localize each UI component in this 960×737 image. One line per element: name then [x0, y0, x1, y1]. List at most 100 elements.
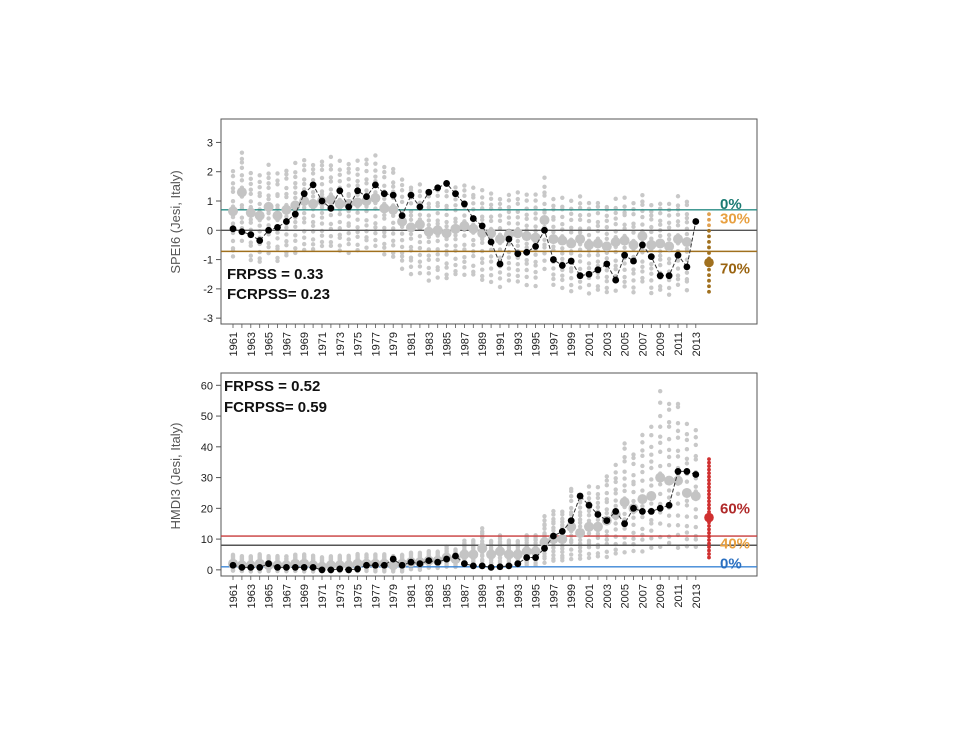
- spei6-member-dot: [497, 196, 503, 202]
- spei6-member-dot: [266, 162, 271, 167]
- spei6-observed-dot: [550, 256, 557, 263]
- spei6-member-dot: [542, 201, 547, 207]
- spei6-member-dot: [426, 205, 431, 210]
- hmdi3-ensemble-mean-dot: [521, 546, 532, 557]
- hmdi3-member-dot: [480, 538, 485, 544]
- spei6-member-dot: [310, 171, 316, 176]
- spei6-member-dot: [631, 267, 636, 272]
- spei6-member-dot: [328, 167, 334, 172]
- spei6-member-dot: [302, 220, 307, 225]
- hmdi3-member-dot: [631, 455, 636, 461]
- spei6-member-dot: [346, 221, 351, 226]
- spei6-member-dot: [230, 189, 236, 194]
- spei6-member-dot: [373, 161, 378, 166]
- spei6-member-dot: [399, 231, 405, 236]
- spei6-member-dot: [640, 275, 645, 281]
- spei6-member-dot: [631, 278, 636, 283]
- spei6-member-dot: [684, 231, 690, 237]
- spei6-x-tick-label: 1973: [335, 332, 347, 356]
- spei6-member-dot: [426, 278, 431, 283]
- hmdi3-member-dot: [693, 484, 698, 489]
- hmdi3-member-dot: [542, 551, 547, 556]
- hmdi3-member-dot: [551, 556, 556, 561]
- spei6-member-dot: [471, 253, 476, 259]
- hmdi3-ensemble-mean-dot: [584, 521, 594, 532]
- hmdi3-observed-dot: [478, 562, 486, 570]
- spei6-member-dot: [266, 244, 271, 250]
- spei6-member-dot: [364, 161, 369, 167]
- spei6-member-dot: [586, 282, 592, 288]
- spei6-member-dot: [542, 258, 547, 263]
- spei6-member-dot: [649, 290, 654, 296]
- spei6-member-dot: [533, 228, 538, 234]
- spei6-member-dot: [613, 258, 618, 263]
- hmdi3-observed-dot: [256, 563, 264, 571]
- hmdi3-x-tick-label: 2011: [673, 584, 685, 608]
- spei6-member-dot: [319, 215, 325, 220]
- spei6-member-dot: [293, 170, 298, 175]
- hmdi3-member-dot: [666, 424, 672, 429]
- spei6-member-dot: [542, 175, 547, 180]
- spei6-member-dot: [275, 182, 280, 187]
- hmdi3-member-dot: [666, 495, 672, 500]
- spei6-member-dot: [613, 263, 618, 268]
- hmdi3-member-dot: [622, 441, 627, 446]
- spei6-member-dot: [631, 290, 636, 295]
- spei6-member-dot: [640, 199, 645, 204]
- spei6-observed-dot: [452, 190, 459, 198]
- spei6-member-dot: [497, 201, 503, 207]
- hmdi3-y-tick-label: 20: [201, 503, 213, 515]
- spei6-forecast-member-dot: [707, 267, 711, 272]
- hmdi3-member-dot: [684, 479, 690, 484]
- spei6-member-dot: [444, 224, 449, 229]
- hmdi3-x-axis: 1961 1963 1965 1967 1969 1971 1973 1975 1977 1979…: [228, 576, 703, 608]
- spei6-member-dot: [346, 230, 351, 236]
- spei6-member-dot: [577, 213, 583, 218]
- spei6-probability-label: 30%: [720, 211, 750, 228]
- spei6-member-dot: [577, 266, 583, 272]
- hmdi3-member-dot: [613, 498, 618, 503]
- hmdi3-member-dot: [604, 537, 609, 542]
- spei6-member-dot: [560, 246, 565, 251]
- spei6-member-dot: [408, 201, 414, 206]
- spei6-member-dot: [230, 246, 236, 251]
- spei6-member-dot: [293, 185, 298, 190]
- spei6-member-dot: [658, 222, 663, 227]
- spei6-member-dot: [560, 277, 565, 283]
- hmdi3-member-dot: [693, 457, 698, 462]
- spei6-member-dot: [417, 234, 423, 239]
- spei6-member-dot: [435, 218, 440, 223]
- hmdi3-observed-dot: [372, 561, 379, 569]
- spei6-member-dot: [275, 255, 280, 261]
- spei6-member-dot: [364, 157, 369, 162]
- spei6-member-dot: [355, 183, 360, 188]
- spei6-member-dot: [426, 201, 431, 206]
- spei6-member-dot: [480, 201, 485, 206]
- hmdi3-member-dot: [586, 551, 592, 557]
- spei6-x-tick-label: 1987: [459, 332, 471, 356]
- spei6-member-dot: [577, 230, 583, 235]
- spei6-member-dot: [604, 231, 609, 237]
- spei6-member-dot: [328, 163, 334, 168]
- hmdi3-member-dot: [658, 388, 663, 394]
- spei6-member-dot: [488, 196, 494, 201]
- spei6-member-dot: [391, 184, 396, 189]
- spei6-member-dot: [506, 209, 512, 215]
- hmdi3-member-dot: [577, 545, 583, 550]
- hmdi3-forecast-member-dot: [707, 502, 711, 507]
- spei6-ensemble-mean-dot: [486, 228, 497, 239]
- spei6-member-dot: [542, 190, 547, 195]
- spei6-member-dot: [248, 176, 253, 182]
- hmdi3-observed-dot: [300, 563, 308, 571]
- spei6-member-dot: [462, 259, 467, 264]
- hmdi3-member-dot: [569, 552, 574, 557]
- spei6-member-dot: [364, 235, 369, 240]
- spei6-member-dot: [471, 242, 476, 248]
- spei6-member-dot: [310, 247, 316, 252]
- spei6-member-dot: [533, 263, 538, 268]
- spei6-member-dot: [248, 257, 253, 263]
- spei6-member-dot: [569, 211, 574, 216]
- spei6-member-dot: [319, 182, 325, 187]
- spei6-member-dot: [399, 254, 405, 259]
- hmdi3-observed-dot: [469, 562, 477, 570]
